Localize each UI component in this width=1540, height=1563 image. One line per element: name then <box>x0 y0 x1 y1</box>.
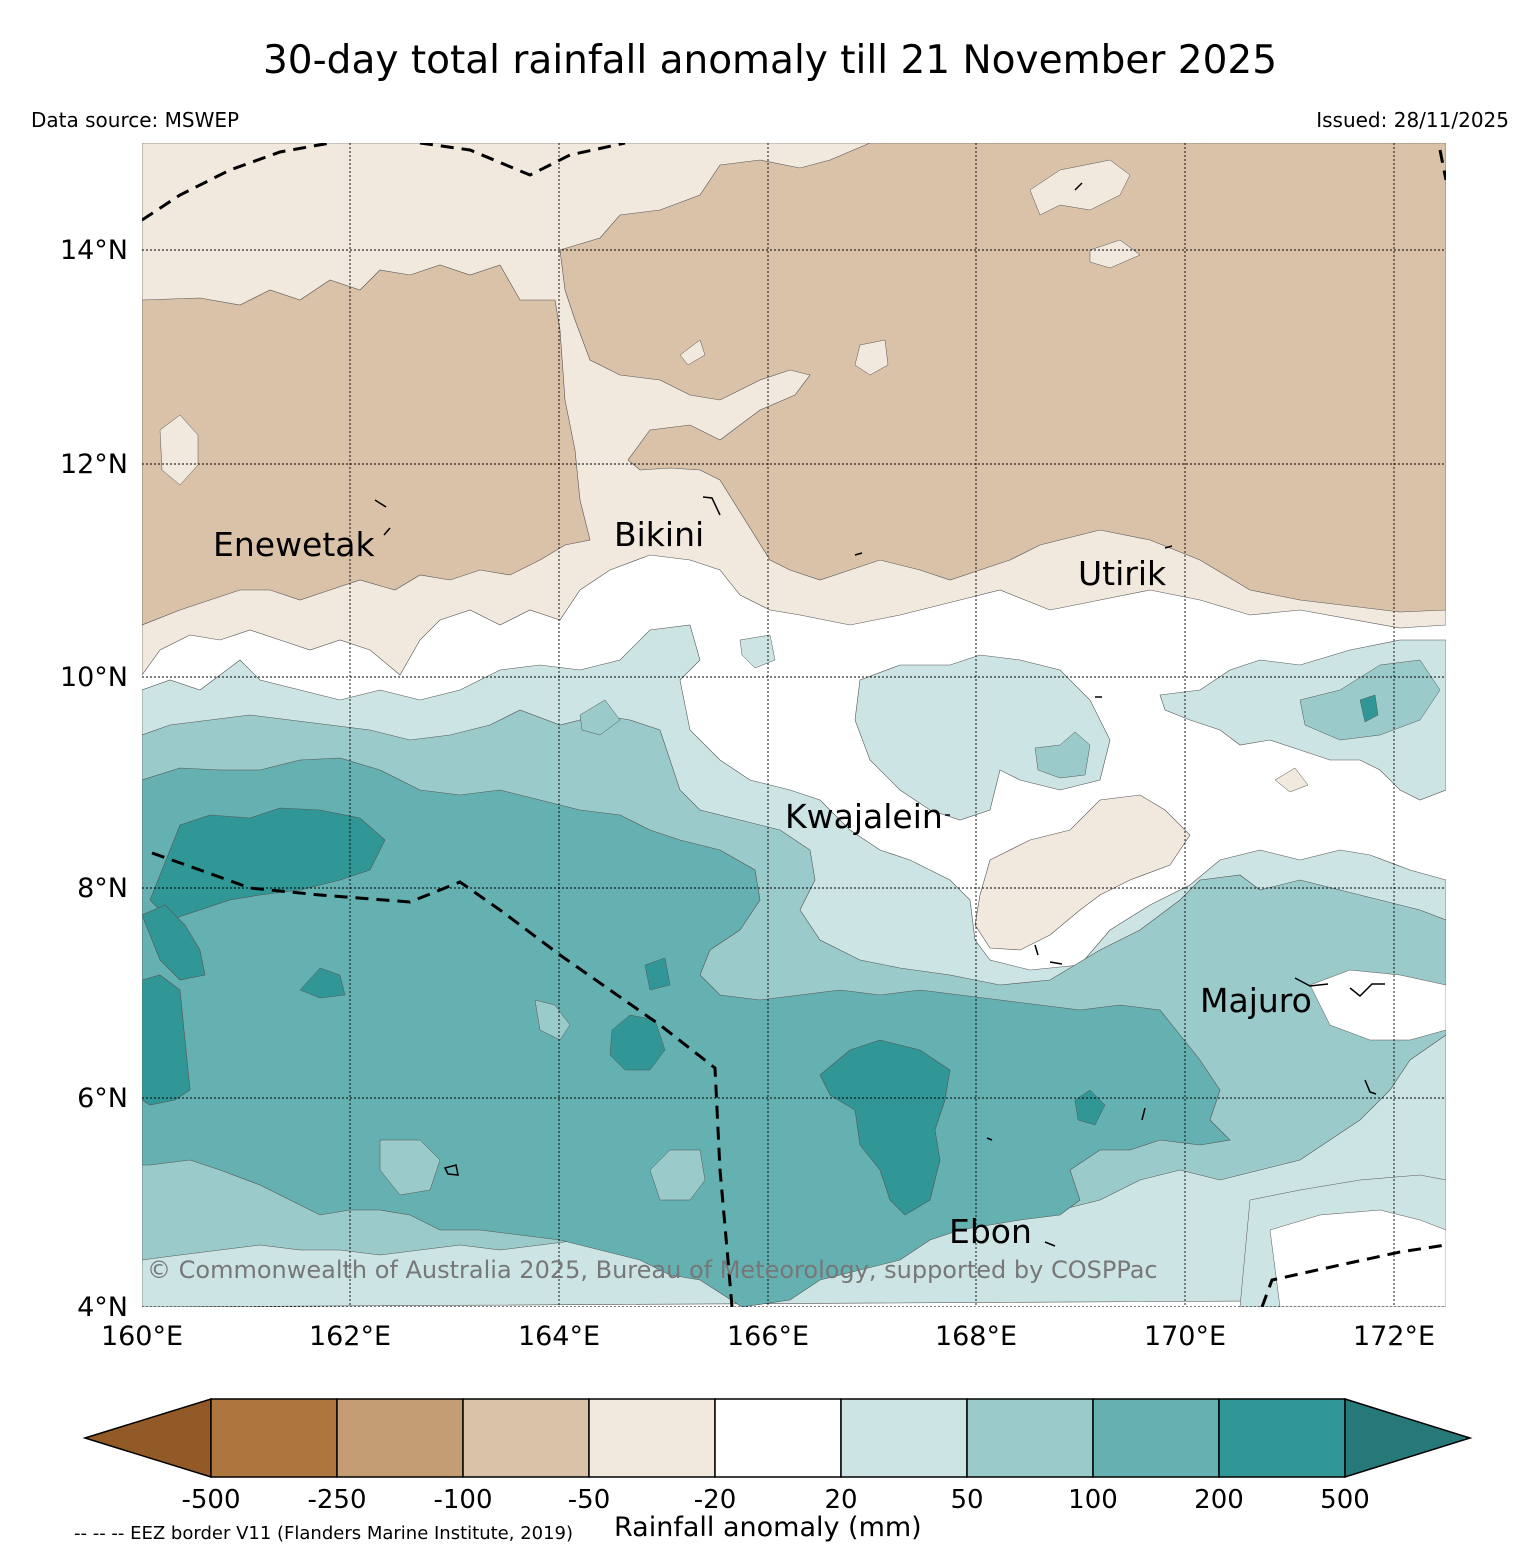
data-source-label: Data source: MSWEP <box>31 108 240 132</box>
place-label-ebon: Ebon <box>949 1212 1032 1251</box>
colorbar-label: 100 <box>1068 1485 1118 1515</box>
place-label-bikini: Bikini <box>614 515 704 554</box>
colorbar-extend-high <box>1344 1397 1473 1479</box>
colorbar-swatch <box>714 1398 842 1478</box>
lat-tick-4n: 4°N <box>77 1292 128 1323</box>
colorbar-swatch <box>210 1398 338 1478</box>
contour-wet-very-high <box>149 807 386 921</box>
rainfall-contours <box>142 143 1446 1307</box>
colorbar-label: -50 <box>568 1485 610 1515</box>
colorbar-label: -20 <box>694 1485 736 1515</box>
island-outlines <box>374 182 1385 1247</box>
eez-borders <box>142 143 1446 1307</box>
colorbar-title: Rainfall anomaly (mm) <box>614 1512 922 1543</box>
lat-tick-10n: 10°N <box>60 662 128 693</box>
lat-tick-12n: 12°N <box>60 449 128 480</box>
contour-dry-north <box>559 143 1446 613</box>
place-label-utirik: Utirik <box>1078 554 1167 593</box>
lon-tick-160e: 160°E <box>101 1321 183 1352</box>
colorbar-label: -100 <box>433 1485 492 1515</box>
colorbar-label: 500 <box>1320 1485 1370 1515</box>
place-label-majuro: Majuro <box>1200 981 1312 1020</box>
graticule <box>142 143 1446 1307</box>
eez-border-legend: -- -- -- EEZ border V11 (Flanders Marine… <box>74 1523 574 1544</box>
contour-dry-west <box>142 264 591 626</box>
colorbar-label: -500 <box>181 1485 240 1515</box>
colorbar-extend-low <box>82 1397 212 1479</box>
lon-tick-labels: 160°E 162°E 164°E 166°E 168°E 170°E 172°… <box>101 1321 1435 1352</box>
colorbar-swatch <box>840 1398 968 1478</box>
colorbar-label: 200 <box>1194 1485 1244 1515</box>
colorbar-swatch <box>336 1398 464 1478</box>
place-labels: Enewetak Bikini Utirik Kwajalein Majuro … <box>213 515 1312 1251</box>
lon-tick-168e: 168°E <box>935 1321 1017 1352</box>
lat-tick-labels: 14°N 12°N 10°N 8°N 6°N 4°N <box>60 235 128 1323</box>
colorbar-swatch <box>462 1398 590 1478</box>
colorbar-swatch <box>1092 1398 1220 1478</box>
colorbar-swatch <box>588 1398 716 1478</box>
contour-dry-blob <box>974 794 1191 951</box>
colorbar-labels: -500 -250 -100 -50 -20 20 50 100 200 500 <box>181 1485 1369 1515</box>
colorbar-swatch <box>966 1398 1094 1478</box>
colorbar <box>82 1397 1473 1479</box>
lat-tick-14n: 14°N <box>60 235 128 266</box>
lon-tick-172e: 172°E <box>1353 1321 1435 1352</box>
lat-tick-6n: 6°N <box>77 1083 128 1114</box>
lat-tick-8n: 8°N <box>77 873 128 904</box>
place-label-enewetak: Enewetak <box>213 525 376 564</box>
lon-tick-164e: 164°E <box>518 1321 600 1352</box>
map-title: 30-day total rainfall anomaly till 21 No… <box>262 38 1278 83</box>
copyright-notice: © Commonwealth of Australia 2025, Bureau… <box>147 1256 1158 1284</box>
colorbar-label: 50 <box>950 1485 983 1515</box>
colorbar-swatch <box>1218 1398 1346 1478</box>
issued-date-label: Issued: 28/11/2025 <box>1316 108 1509 132</box>
lon-tick-166e: 166°E <box>727 1321 809 1352</box>
lon-tick-162e: 162°E <box>309 1321 391 1352</box>
colorbar-label: -250 <box>307 1485 366 1515</box>
lon-tick-170e: 170°E <box>1144 1321 1226 1352</box>
colorbar-label: 20 <box>824 1485 857 1515</box>
place-label-kwajalein: Kwajalein <box>785 797 943 836</box>
